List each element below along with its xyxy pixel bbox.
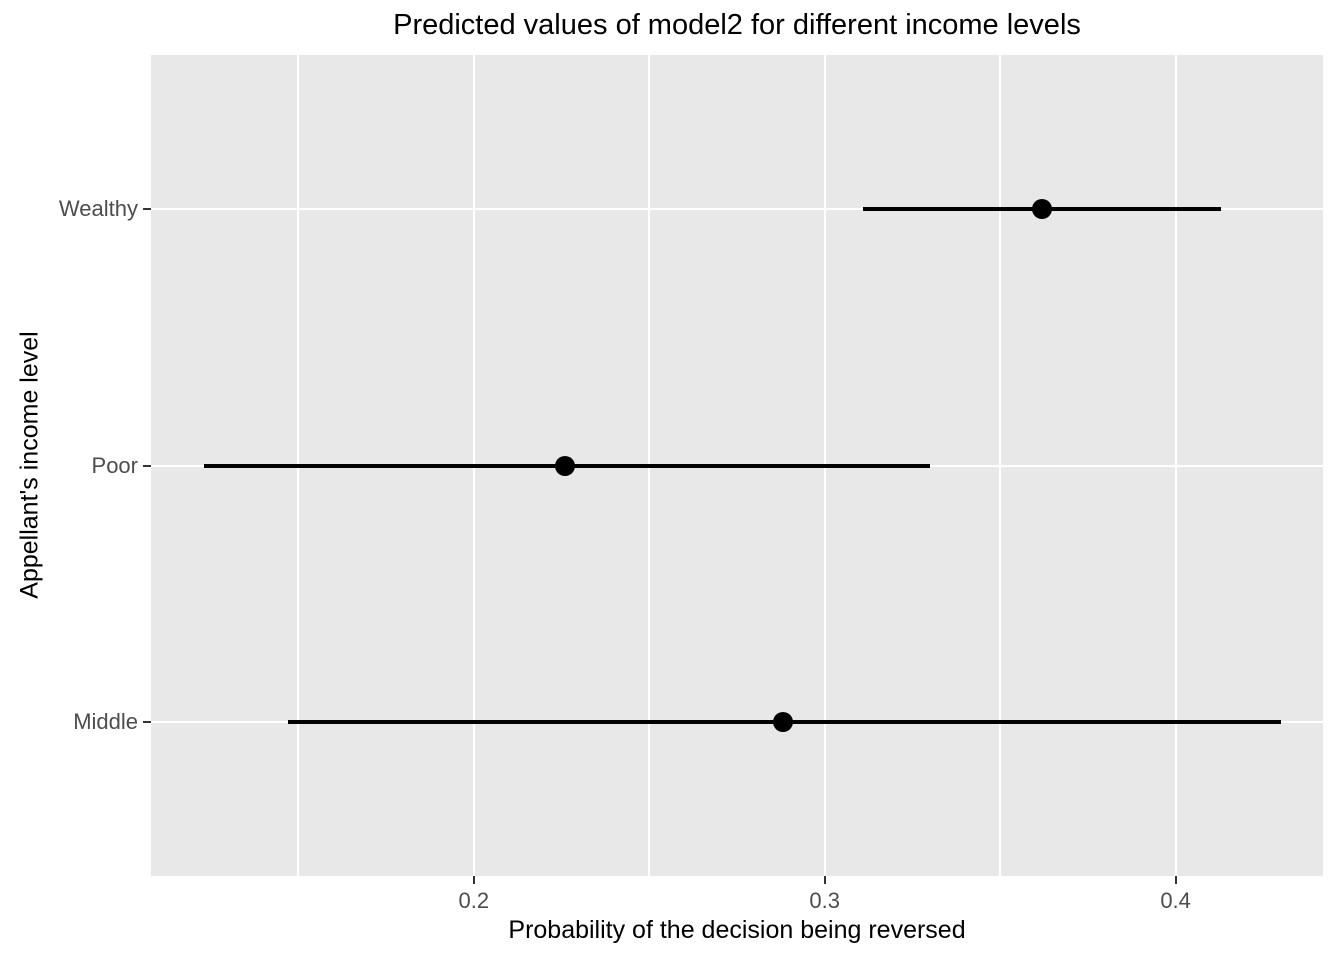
x-axis-tick (1174, 876, 1177, 884)
x-tick-label: 0.3 (809, 888, 841, 913)
x-axis-title: Probability of the decision being revers… (508, 916, 966, 944)
y-tick-label-middle: Middle (73, 709, 138, 735)
plot-panel (151, 55, 1323, 876)
x-tick-label: 0.2 (458, 888, 490, 913)
estimate-dot-poor (555, 455, 576, 476)
x-axis-tick (472, 876, 475, 884)
x-axis-tick (823, 876, 826, 884)
y-axis-tick (143, 464, 151, 467)
chart-title: Predicted values of model2 for different… (393, 9, 1081, 41)
y-axis-tick (143, 207, 151, 210)
y-tick-label-poor: Poor (91, 452, 138, 478)
x-tick-label: 0.4 (1160, 888, 1191, 913)
y-axis-tick (143, 721, 151, 724)
estimate-dot-middle (772, 712, 793, 733)
y-gridline-major (151, 207, 1323, 210)
estimate-dot-wealthy (1032, 198, 1053, 219)
y-tick-label-wealthy: Wealthy (58, 195, 138, 221)
